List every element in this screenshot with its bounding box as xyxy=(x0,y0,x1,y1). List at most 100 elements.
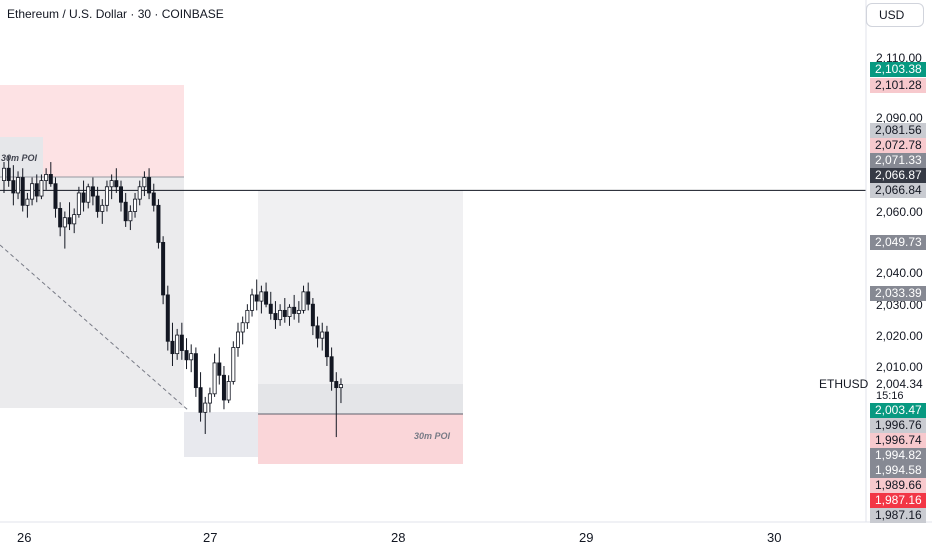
candle-down xyxy=(95,195,100,212)
candle-down xyxy=(90,186,95,197)
candle-up xyxy=(259,291,264,302)
time-tick: 28 xyxy=(391,530,406,545)
chart-title: Ethereum / U.S. Dollar · 30 · COINBASE xyxy=(7,7,224,21)
price-tick: 2,110.00 xyxy=(876,51,922,65)
candle-down xyxy=(179,334,184,351)
candle-down xyxy=(147,177,152,194)
candle-up xyxy=(128,211,133,222)
candle-down xyxy=(161,241,166,296)
poi-label-bottom: 30m POI xyxy=(414,431,451,441)
price-tag: 2,033.39 xyxy=(870,286,926,301)
candle-down xyxy=(67,217,72,225)
candle-up xyxy=(25,198,30,206)
candle-up xyxy=(250,294,255,311)
price-tag: 2,101.28 xyxy=(870,78,926,93)
candle-down xyxy=(198,387,203,413)
candle-up xyxy=(72,214,77,225)
candle-up xyxy=(296,309,301,314)
price-tag: 2,066.84 xyxy=(870,183,926,198)
candle-up xyxy=(240,322,245,333)
candle-up xyxy=(231,347,236,382)
candle-down xyxy=(282,309,287,317)
candle-down xyxy=(11,180,16,194)
currency-button[interactable]: USD xyxy=(866,3,924,27)
candle-up xyxy=(104,186,109,206)
price-tag: 1,996.76 xyxy=(870,418,926,433)
candle-up xyxy=(86,186,91,203)
price-tag: 1,994.58 xyxy=(870,463,926,478)
candle-down xyxy=(53,183,58,209)
range-zone-lower xyxy=(258,384,463,414)
price-tag: 1,996.74 xyxy=(870,433,926,448)
candle-down xyxy=(123,201,128,222)
price-tag: 1,987.16 xyxy=(870,508,926,523)
candle-up xyxy=(175,334,180,355)
candle-down xyxy=(254,294,259,302)
candle-up xyxy=(245,309,250,324)
demand-zone-left xyxy=(0,177,184,408)
candle-down xyxy=(217,362,222,376)
candle-up xyxy=(226,381,231,401)
candle-up xyxy=(100,204,105,212)
candle-down xyxy=(310,303,315,327)
price-tick: 2,030.00 xyxy=(876,298,923,312)
price-tag: 2,049.73 xyxy=(870,235,926,250)
range-zone xyxy=(258,190,463,414)
demand-zone-low xyxy=(184,412,258,457)
price-tag: 2,071.33 xyxy=(870,153,926,168)
candle-down xyxy=(264,291,269,305)
candle-down xyxy=(315,325,320,339)
candle-up xyxy=(301,291,306,311)
candle-up xyxy=(278,309,283,321)
price-tag: 2,066.87 xyxy=(870,168,926,183)
price-tag: 2,081.56 xyxy=(870,123,926,138)
time-tick: 26 xyxy=(17,530,32,545)
symbol-label: ETHUSD xyxy=(819,377,869,391)
price-tag: 2,103.38 xyxy=(870,62,926,77)
candle-up xyxy=(320,331,325,339)
price-tick: 2,010.00 xyxy=(876,360,923,374)
candle-down xyxy=(119,186,124,203)
candle-down xyxy=(184,350,189,361)
price-tag: 2,003.47 xyxy=(870,403,926,418)
candle-up xyxy=(207,393,212,404)
price-tick: 2,060.00 xyxy=(876,205,923,219)
candle-down xyxy=(81,192,86,203)
candle-down xyxy=(114,180,119,188)
candle-up xyxy=(235,331,240,348)
candle-down xyxy=(268,303,273,314)
candle-down xyxy=(20,177,25,206)
candle-down xyxy=(156,204,161,243)
poi-zone-bottom xyxy=(258,414,463,464)
candle-down xyxy=(151,192,156,206)
candle-down xyxy=(193,353,198,389)
price-tag: 2,072.78 xyxy=(870,138,926,153)
candle-down xyxy=(221,374,226,401)
candle-down xyxy=(324,331,329,358)
candle-down xyxy=(292,306,297,314)
candle-down xyxy=(329,356,334,382)
last-price: 2,004.34 xyxy=(876,377,923,391)
price-tag: 1,989.66 xyxy=(870,478,926,493)
chart-background-zones xyxy=(0,85,866,464)
candle-down xyxy=(48,174,53,185)
candle-down xyxy=(306,291,311,305)
candle-up xyxy=(137,186,142,200)
candle-up xyxy=(44,174,49,181)
candle-up xyxy=(338,384,343,389)
candle-down xyxy=(273,313,278,321)
candle-up xyxy=(76,192,81,215)
candle-up xyxy=(189,353,194,361)
time-tick: 27 xyxy=(203,530,218,545)
candle-up xyxy=(212,362,217,395)
candle-down xyxy=(58,208,63,228)
price-tag: 1,994.82 xyxy=(870,448,926,463)
price-tick: 2,040.00 xyxy=(876,266,923,280)
candle-up xyxy=(30,183,35,200)
price-tick: 2,090.00 xyxy=(876,111,923,125)
candle-down xyxy=(165,294,170,342)
candle-down xyxy=(6,167,11,182)
candle-up xyxy=(2,167,7,182)
time-tick: 29 xyxy=(579,530,594,545)
